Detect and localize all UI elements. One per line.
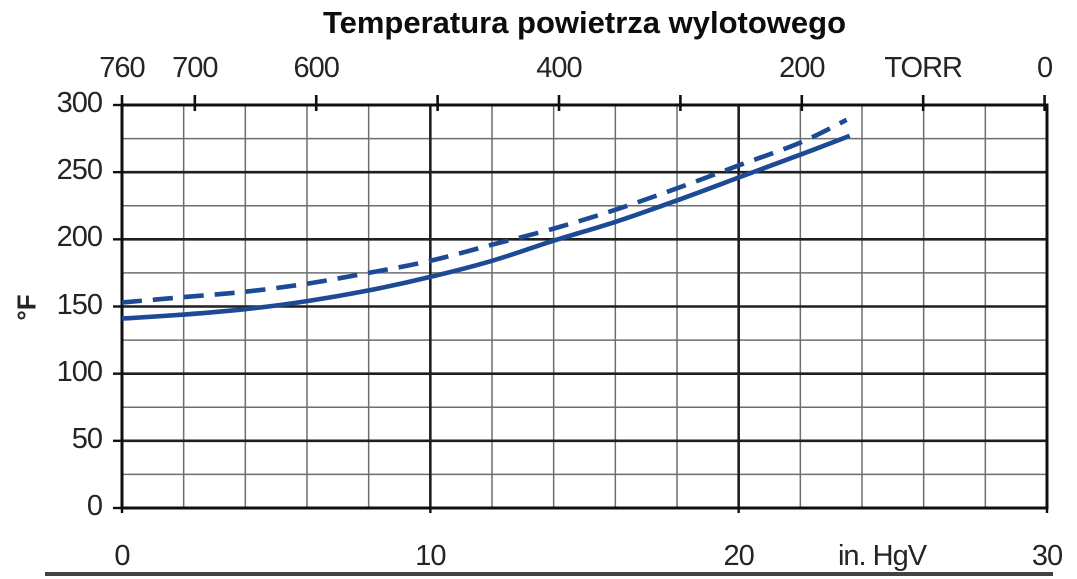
y-axis-unit-label: °F — [11, 294, 42, 321]
top-axis-tick-label: 0 — [1036, 52, 1053, 84]
bottom-axis-tick-label: 20 — [723, 540, 755, 572]
top-axis-tick-label: 200 — [779, 52, 825, 84]
solid-curve — [121, 133, 851, 321]
left-axis-tick-label: 150 — [56, 288, 103, 321]
left-axis-tick-label: 300 — [56, 86, 103, 119]
bottom-axis-unit-label: in. HgV — [837, 540, 927, 572]
left-axis-tick-label: 100 — [56, 355, 103, 388]
bottom-axis-tick-label: 30 — [1031, 540, 1063, 572]
left-axis-tick-label: 250 — [56, 154, 103, 187]
chart-title: Temperatura powietrza wylotowego — [322, 5, 847, 40]
top-axis-tick-label: 760 — [99, 52, 145, 84]
top-axis-unit-label: TORR — [884, 52, 963, 84]
bottom-axis-tick-label: 10 — [415, 540, 446, 572]
bottom-crop-strip — [45, 572, 1053, 576]
top-axis-tick-label: 600 — [293, 52, 340, 84]
left-axis-tick-label: 0 — [86, 489, 103, 522]
left-axis-tick-label: 200 — [56, 221, 103, 254]
left-axis-tick-label: 50 — [71, 422, 103, 455]
bottom-axis-tick-label: 0 — [114, 540, 130, 572]
dashed-curve — [121, 117, 848, 305]
top-axis-tick-label: 400 — [536, 52, 582, 84]
top-axis-tick-label: 700 — [172, 52, 218, 84]
